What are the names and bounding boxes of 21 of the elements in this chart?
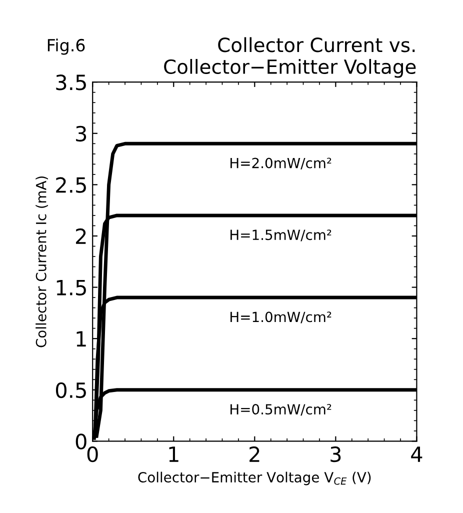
y-tick-label: 2.5 — [56, 177, 86, 193]
chart-title: Collector Current vs. Collector−Emitter Voltage — [164, 37, 416, 78]
x-axis-title: Collector−Emitter Voltage V$_{CE}$ (V) — [138, 472, 371, 486]
y-tick-label: 3 — [76, 126, 86, 142]
y-tick-label: 1 — [76, 331, 86, 346]
y-tick-label: 0 — [76, 434, 86, 450]
series-label: H=0.5mW/cm² — [230, 404, 332, 416]
caption: Fig.6 — [48, 38, 85, 55]
x-tick-label: 0 — [87, 446, 98, 462]
x-tick-label: 1 — [169, 446, 178, 462]
y-tick-label: 1.5 — [56, 280, 86, 296]
series-label: H=1.0mW/cm² — [230, 312, 332, 324]
y-axis-title: Collector Current Ic (mA) — [36, 176, 48, 348]
series-label: H=2.0mW/cm² — [230, 158, 332, 170]
y-tick-label: 0.5 — [56, 382, 86, 398]
series-label: H=1.5mW/cm² — [230, 230, 332, 242]
x-tick-label: 4 — [411, 446, 422, 462]
y-tick-label: 3.5 — [56, 74, 86, 90]
x-tick-label: 3 — [330, 446, 341, 462]
y-tick-label: 2 — [76, 228, 86, 244]
x-tick-label: 2 — [250, 446, 260, 462]
